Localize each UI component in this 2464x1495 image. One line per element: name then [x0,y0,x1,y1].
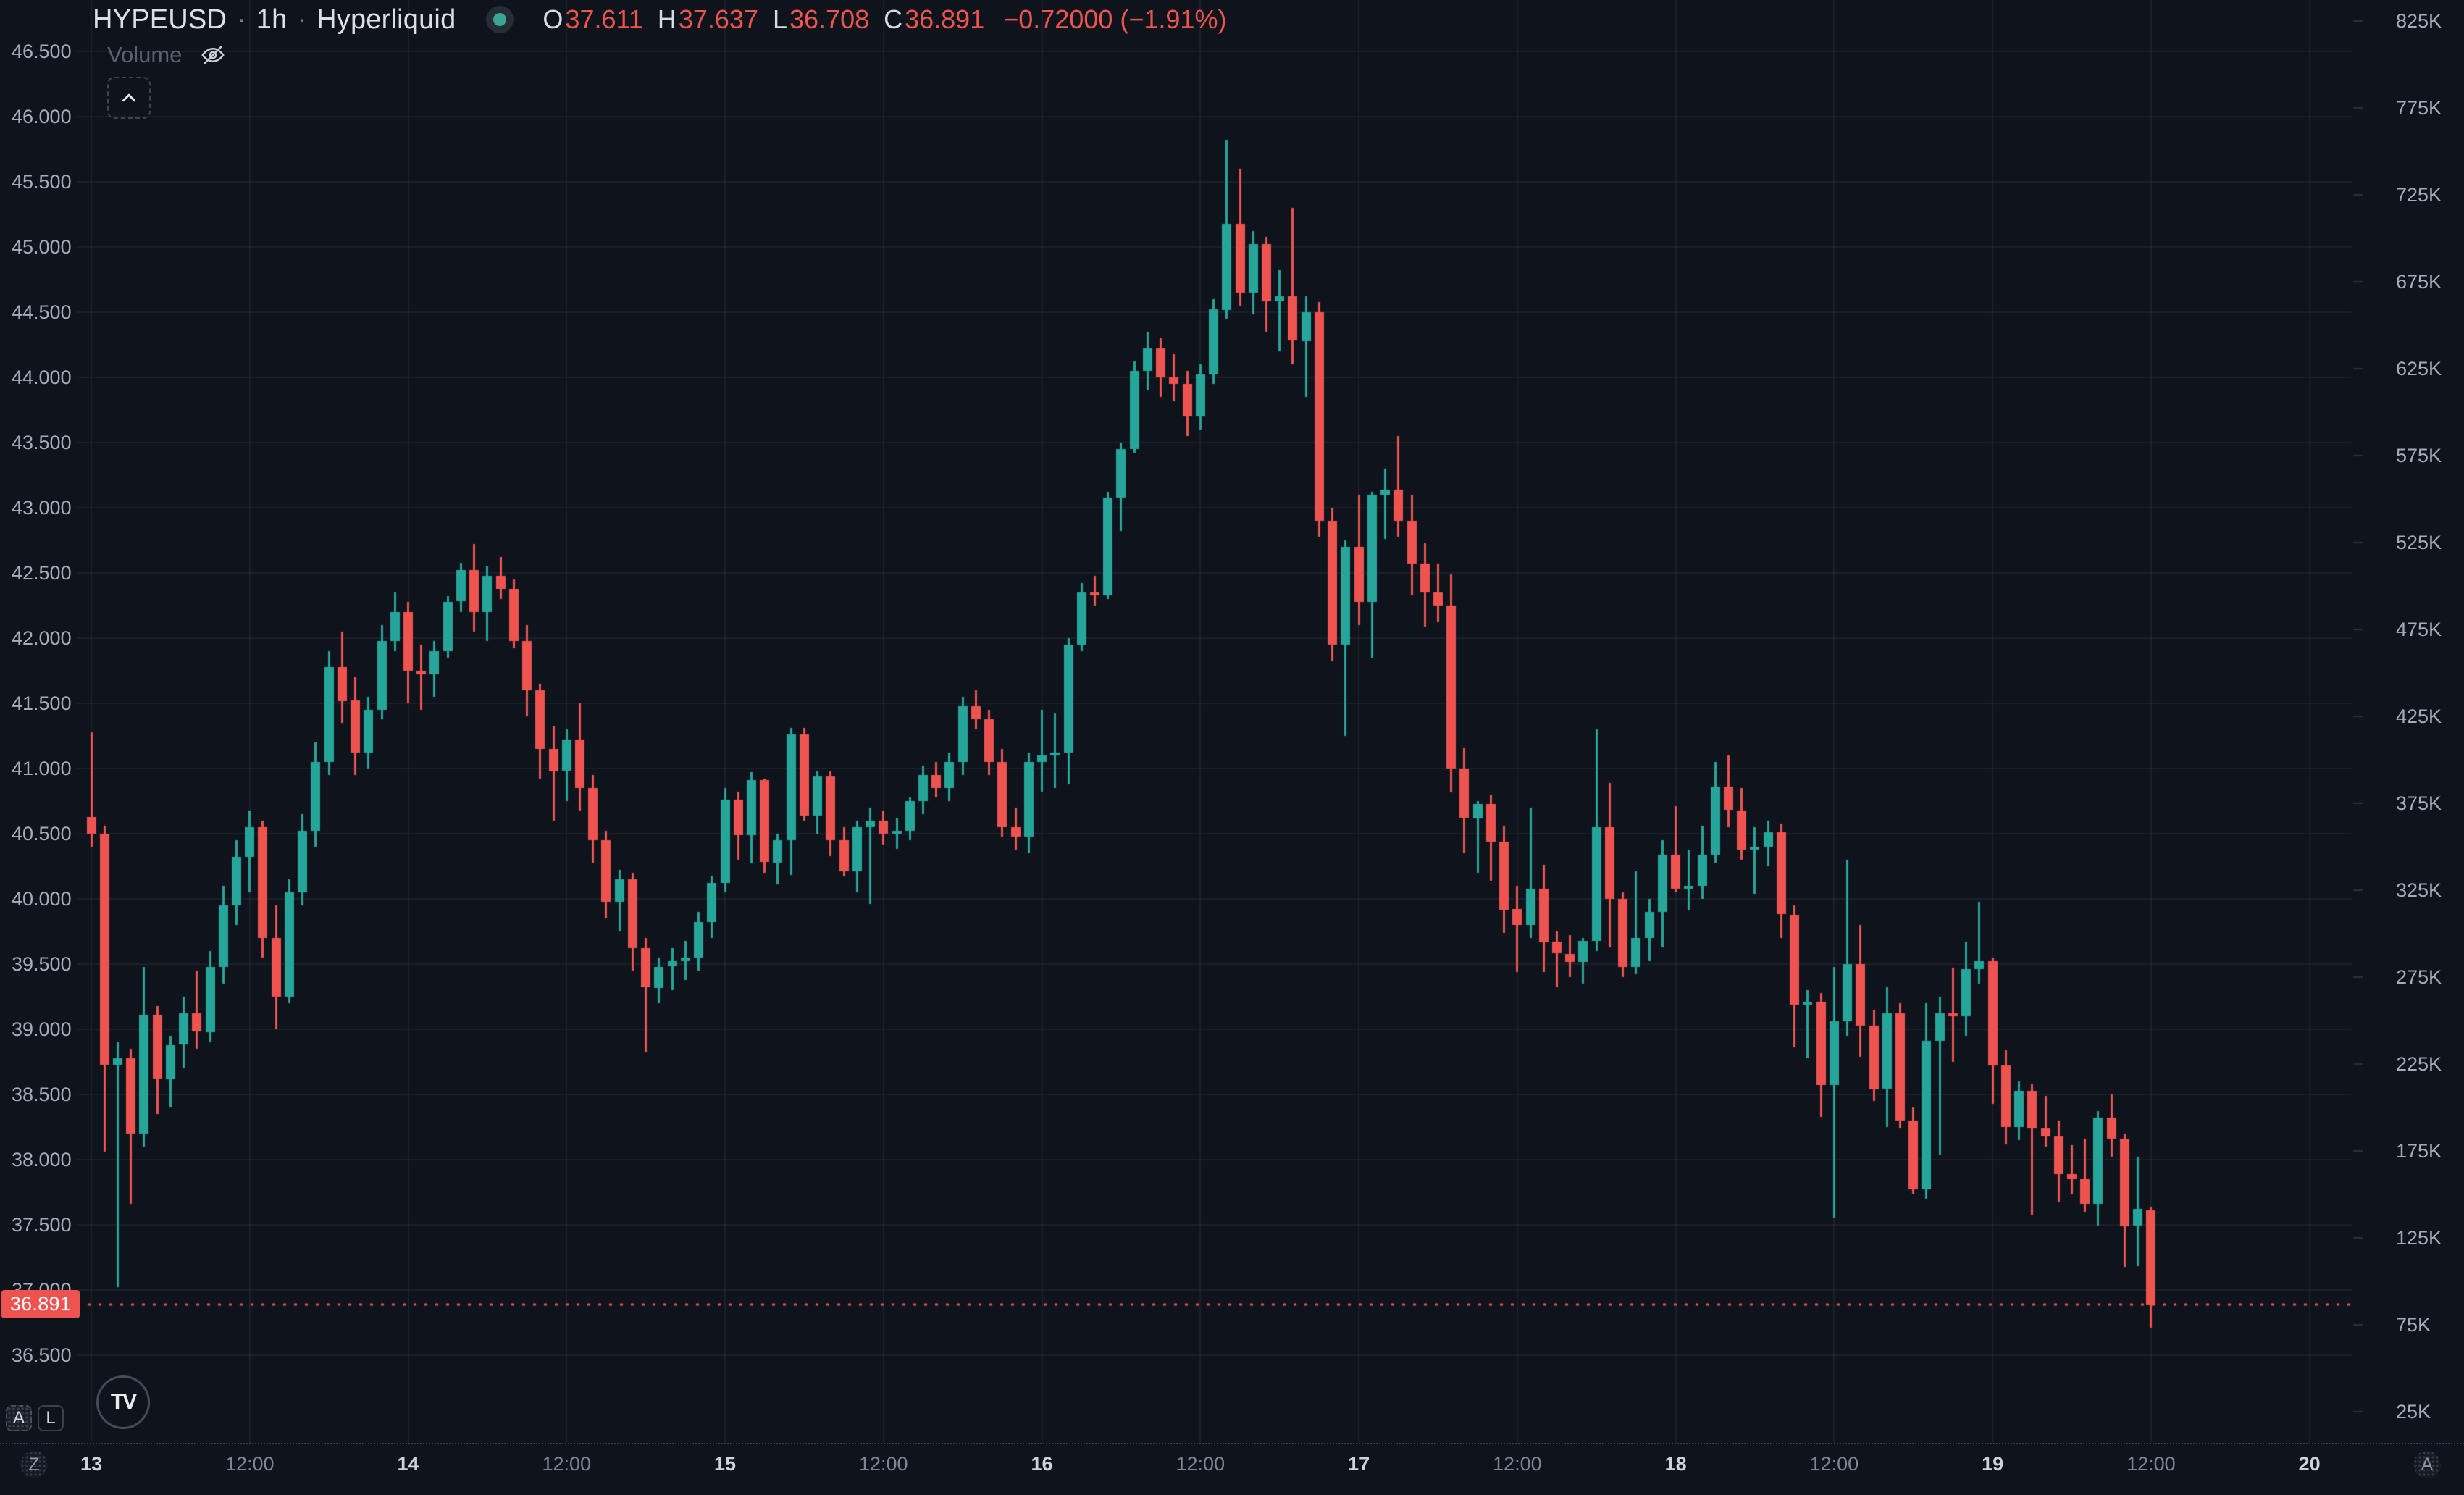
log-scale-button[interactable]: L [38,1405,64,1431]
ohlc-close: C 36.891 [884,4,984,35]
volume-axis-label: 825K [2396,10,2442,32]
time-axis-hour-label: 12:00 [1176,1453,1225,1475]
time-axis-day-label: 16 [1031,1453,1053,1475]
volume-axis-label: 175K [2396,1140,2442,1162]
low-value: 36.708 [789,4,870,34]
volume-axis-label: 375K [2396,792,2442,814]
time-axis-hour-label: 12:00 [225,1453,275,1475]
price-axis-label: 45.000 [12,236,72,258]
close-label: C [884,4,903,34]
volume-indicator-label[interactable]: Volume [107,42,183,67]
time-axis-hour-label: 12:00 [1493,1453,1542,1475]
price-axis-label: 46.500 [12,41,72,62]
chevron-up-icon [122,93,135,102]
price-axis-label: 43.500 [12,432,72,453]
market-status-icon[interactable] [486,6,514,33]
open-label: O [542,4,563,34]
symbol-name[interactable]: HYPEUSD [93,4,227,35]
interval-label[interactable]: 1h [256,4,288,35]
eye-slash-icon[interactable] [199,41,227,69]
volume-axis-label: 225K [2396,1053,2442,1075]
high-label: H [657,4,676,34]
ohlc-open: O 37.611 [542,4,642,35]
indicator-legend[interactable]: Volume [107,41,227,70]
volume-axis-label: 475K [2396,619,2442,640]
volume-axis-label: 125K [2396,1227,2442,1249]
volume-axis-label: 25K [2396,1401,2431,1423]
high-value: 37.637 [678,4,758,34]
price-axis-label: 37.500 [12,1214,72,1236]
volume-axis-label: 625K [2396,358,2442,380]
open-value: 37.611 [565,4,643,34]
time-axis-day-label: 13 [80,1453,103,1475]
price-axis-label: 42.000 [12,627,72,649]
time-axis-hour-label: 12:00 [542,1453,592,1475]
volume-axis-label: 575K [2396,445,2442,466]
tradingview-logo-glyph: TV [110,1390,137,1414]
tradingview-logo[interactable]: TV [96,1375,150,1429]
price-axis-label: 40.000 [12,888,72,910]
price-axis-label: 38.500 [12,1084,72,1105]
time-axis-hour-label: 12:00 [1809,1453,1859,1475]
price-axis-label: 43.000 [12,497,72,519]
time-axis-day-label: 19 [1982,1453,2004,1475]
time-axis-right-button[interactable]: A [2413,1451,2441,1478]
pane-collapse-button[interactable] [107,77,151,119]
ohlc-high: H 37.637 [658,4,758,35]
price-axis-label: 39.500 [12,953,72,975]
time-axis-hour-label: 12:00 [2126,1453,2176,1475]
symbol-legend[interactable]: HYPEUSD · 1h · Hyperliquid O 37.611 H 37… [93,3,1226,36]
volume-axis-label: 325K [2396,879,2442,901]
price-axis-label: 42.500 [12,562,72,584]
price-axis-label: 36.500 [12,1344,72,1366]
symbol-separator: · [237,4,246,35]
price-axis-label: 45.500 [12,171,72,193]
volume-axis-label: 675K [2396,271,2442,293]
auto-scale-button[interactable]: A [6,1405,32,1431]
price-axis-label: 40.500 [12,823,72,845]
price-axis-label: 41.500 [12,692,72,714]
time-axis-hour-label: 12:00 [859,1453,908,1475]
status-dot-inner [493,13,507,26]
time-axis-day-label: 18 [1664,1453,1687,1475]
ohlc-readout: O 37.611 H 37.637 L 36.708 C 36.891 −0.7… [542,4,1226,35]
volume-axis-label: 525K [2396,532,2442,553]
timezone-button[interactable]: Z [20,1451,48,1478]
symbol-separator: · [297,4,307,35]
exchange-label[interactable]: Hyperliquid [317,4,456,35]
price-axis-label: 41.000 [12,758,72,779]
close-value: 36.891 [905,4,985,34]
volume-axis-label: 775K [2396,97,2442,119]
time-axis-separator [0,1443,2464,1444]
time-axis-day-label: 20 [2298,1453,2321,1475]
volume-axis-label: 725K [2396,184,2442,206]
volume-axis-label: 75K [2396,1314,2431,1336]
time-axis-day-label: 15 [714,1453,737,1475]
volume-axis-label: 425K [2396,705,2442,727]
last-price-tag[interactable]: 36.891 [1,1290,80,1318]
price-axis-label: 46.000 [12,106,72,127]
price-axis-label: 44.500 [12,301,72,323]
ohlc-low: L 36.708 [773,4,869,35]
price-axis-label: 38.000 [12,1149,72,1171]
price-axis-label: 44.000 [12,367,72,388]
time-axis-day-label: 14 [397,1453,419,1475]
change-value: −0.72000 (−1.91%) [1003,4,1227,34]
price-axis-label: 39.000 [12,1018,72,1040]
low-label: L [772,4,787,34]
volume-axis-label: 275K [2396,966,2442,988]
time-axis-day-label: 17 [1348,1453,1370,1475]
